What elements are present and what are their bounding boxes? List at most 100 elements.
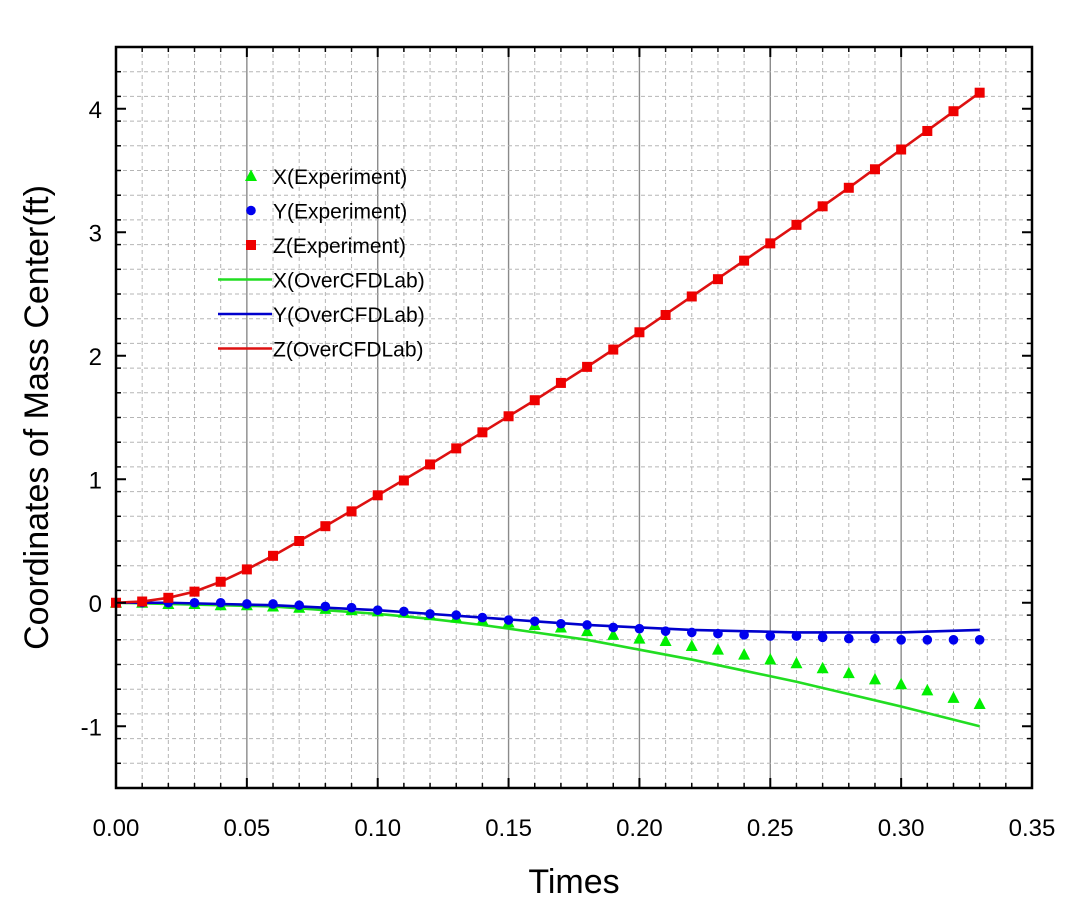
data-point-y-experiment-	[634, 623, 645, 634]
y-tick-label: -1	[81, 714, 102, 741]
legend-marker-swatch	[245, 169, 257, 181]
data-point-y-experiment-	[791, 631, 802, 641]
data-point-x-experiment-	[842, 666, 855, 679]
x-tick-label: 0.15	[485, 815, 532, 842]
data-point-y-experiment-	[974, 635, 985, 645]
data-point-y-experiment-	[477, 612, 488, 623]
data-point-x-experiment-	[895, 677, 908, 690]
data-point-y-experiment-	[189, 597, 200, 608]
data-point-y-experiment-	[320, 601, 331, 612]
data-point-x-experiment-	[947, 691, 960, 703]
data-point-x-experiment-	[816, 661, 829, 674]
data-point-z-experiment-	[215, 576, 226, 587]
data-point-z-experiment-	[608, 344, 619, 355]
data-point-x-experiment-	[921, 683, 934, 696]
data-point-x-experiment-	[790, 656, 803, 669]
legend-label: Z(Experiment)	[273, 235, 406, 258]
data-point-z-experiment-	[922, 125, 933, 136]
legend-label: X(Experiment)	[273, 166, 407, 189]
data-point-z-experiment-	[869, 164, 880, 175]
data-point-z-experiment-	[372, 490, 383, 501]
data-point-y-experiment-	[294, 600, 305, 611]
data-point-x-experiment-	[868, 672, 881, 685]
x-tick-label: 0.30	[878, 815, 925, 842]
data-point-x-experiment-	[738, 648, 751, 660]
grid	[115, 46, 1033, 789]
data-point-z-experiment-	[712, 274, 723, 285]
data-point-z-experiment-	[791, 219, 802, 230]
data-point-x-experiment-	[685, 639, 698, 651]
y-axis-title: Coordinates of Mass Center(ft)	[18, 185, 56, 650]
data-point-z-experiment-	[268, 550, 279, 561]
legend-label: X(OverCFDLab)	[273, 270, 425, 293]
data-point-y-experiment-	[817, 632, 828, 643]
data-point-z-experiment-	[477, 427, 488, 438]
data-point-z-experiment-	[346, 506, 357, 517]
data-point-z-experiment-	[294, 536, 305, 546]
data-point-z-experiment-	[948, 106, 959, 117]
data-point-y-experiment-	[896, 635, 906, 645]
data-point-z-experiment-	[503, 411, 514, 422]
data-point-y-experiment-	[425, 609, 435, 619]
x-tick-label: 0.05	[223, 815, 270, 842]
legend-marker-swatch	[246, 240, 256, 250]
data-point-z-experiment-	[398, 475, 409, 486]
x-tick-label: 0.20	[616, 815, 663, 842]
data-point-y-experiment-	[713, 628, 723, 639]
data-point-y-experiment-	[242, 599, 252, 609]
data-point-y-experiment-	[503, 615, 514, 625]
data-point-y-experiment-	[686, 627, 697, 638]
data-point-y-experiment-	[739, 630, 749, 640]
plot-area	[110, 87, 986, 728]
data-point-z-experiment-	[974, 87, 985, 98]
data-point-y-experiment-	[451, 610, 462, 620]
data-point-z-experiment-	[739, 255, 750, 266]
data-point-y-experiment-	[608, 622, 619, 633]
y-tick-label: 4	[89, 97, 102, 124]
data-point-y-experiment-	[346, 602, 357, 613]
data-point-y-experiment-	[660, 626, 671, 636]
legend-label: Y(OverCFDLab)	[273, 304, 425, 327]
data-point-y-experiment-	[948, 635, 959, 645]
data-point-y-experiment-	[844, 633, 854, 644]
data-point-z-experiment-	[765, 238, 776, 249]
data-point-x-experiment-	[581, 624, 594, 637]
data-point-z-experiment-	[320, 521, 331, 532]
data-point-y-experiment-	[556, 618, 566, 629]
data-point-y-experiment-	[529, 616, 540, 627]
data-point-y-experiment-	[765, 631, 776, 641]
data-point-x-experiment-	[711, 643, 724, 655]
y-tick-label: 3	[89, 220, 102, 247]
data-point-z-experiment-	[529, 395, 540, 406]
y-tick-label: 2	[89, 344, 102, 371]
data-point-y-experiment-	[268, 599, 278, 609]
data-point-y-experiment-	[399, 606, 409, 617]
x-axis-title: Times	[528, 863, 619, 901]
x-tick-label: 0.10	[354, 815, 401, 842]
x-tick-label: 0.00	[93, 815, 140, 842]
x-tick-label: 0.25	[747, 815, 794, 842]
data-point-z-experiment-	[555, 377, 566, 388]
data-point-y-experiment-	[922, 635, 933, 645]
y-tick-label: 0	[89, 591, 102, 618]
data-point-x-experiment-	[973, 697, 986, 710]
legend-label: Y(Experiment)	[273, 201, 407, 224]
x-tick-label: 0.35	[1009, 815, 1056, 842]
data-point-y-experiment-	[870, 633, 880, 644]
legend: X(Experiment) Y(Experiment) Z(Experiment) X…	[218, 166, 425, 362]
data-point-x-experiment-	[659, 634, 672, 647]
data-point-z-experiment-	[451, 443, 462, 454]
data-point-z-experiment-	[189, 586, 200, 597]
data-point-z-experiment-	[843, 182, 854, 193]
data-point-y-experiment-	[372, 605, 383, 615]
legend-label: Z(OverCFDLab)	[273, 339, 424, 362]
data-point-z-experiment-	[241, 564, 252, 575]
data-point-z-experiment-	[817, 201, 828, 212]
legend-marker-swatch	[246, 205, 256, 216]
data-point-x-experiment-	[764, 653, 777, 665]
data-point-z-experiment-	[137, 596, 148, 607]
data-point-z-experiment-	[582, 361, 593, 372]
data-point-z-experiment-	[425, 459, 436, 470]
data-point-y-experiment-	[582, 620, 592, 630]
